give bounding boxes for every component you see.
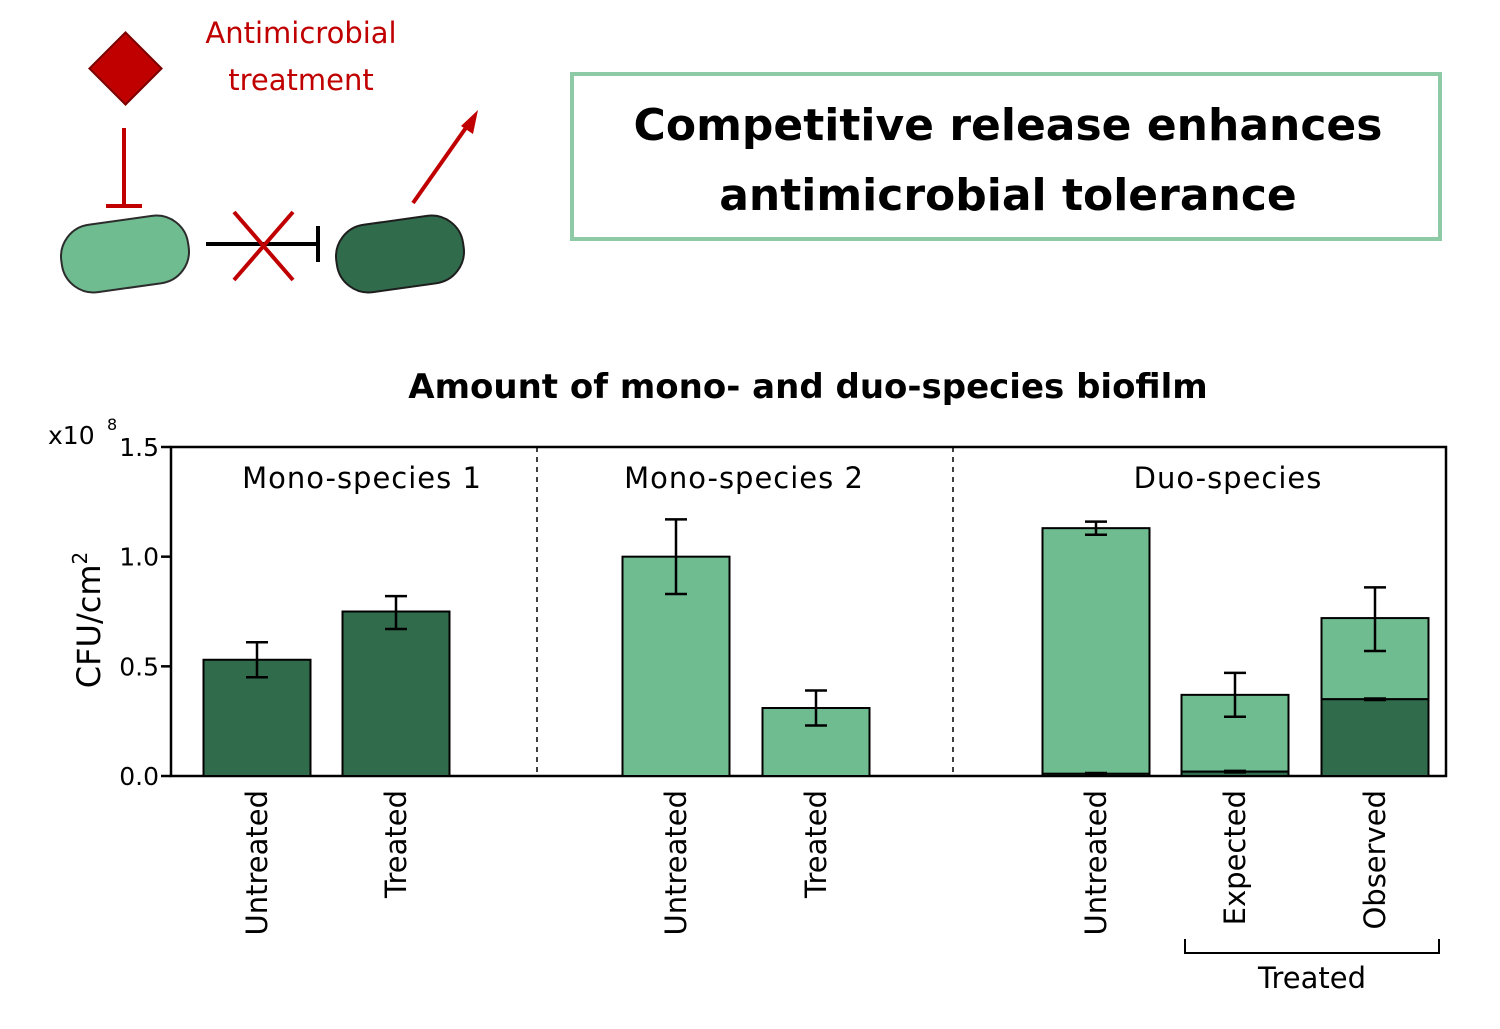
- y-axis-label-superscript: 2: [68, 552, 92, 565]
- y-tick-label: 1.5: [119, 433, 159, 462]
- headline-line1: Competitive release enhances: [634, 100, 1383, 151]
- treated-bracket-label: Treated: [1257, 961, 1366, 995]
- treatment-label-line1: Antimicrobial: [205, 16, 396, 50]
- headline-border: [570, 72, 1442, 241]
- headline-line2: antimicrobial tolerance: [719, 170, 1297, 221]
- x-category-label: Untreated: [240, 790, 274, 936]
- treatment-inhibition-icon: [106, 128, 142, 208]
- treatment-diamond-icon: [88, 31, 163, 106]
- group-label: Mono-species 1: [242, 461, 482, 495]
- bar-segment-species2: [1041, 527, 1151, 775]
- species1-cell-icon: [335, 214, 465, 294]
- chart-title: Amount of mono- and duo-species biofilm: [408, 367, 1207, 407]
- species2-cell-icon: [60, 214, 190, 294]
- treated-bracket: [1184, 939, 1440, 954]
- bar-segment-species1: [1320, 698, 1430, 778]
- y-tick-label: 0.0: [119, 762, 159, 791]
- y-multiplier-exponent: 8: [107, 415, 117, 434]
- group-label: Duo-species: [1134, 461, 1323, 495]
- increase-arrow-icon: [411, 110, 478, 205]
- x-category-label: Observed: [1358, 790, 1392, 930]
- x-category-label: Treated: [379, 790, 413, 899]
- x-category-label: Expected: [1218, 790, 1252, 925]
- y-multiplier: x10 8: [48, 415, 117, 450]
- x-category-label: Untreated: [659, 790, 693, 936]
- y-axis-label-text: CFU/cm: [70, 565, 108, 689]
- plot-area: 0.0 0.5 1.0 1.5 Mono-species 1 Untreated Treat…: [119, 433, 1448, 995]
- y-tick-label: 0.5: [119, 652, 159, 681]
- y-axis-label: CFU/cm2: [68, 552, 108, 688]
- x-category-label: Untreated: [1079, 790, 1113, 936]
- headline-box: Competitive release enhances antimicrobi…: [570, 72, 1442, 241]
- x-category-label: Treated: [799, 790, 833, 899]
- svg-text:CFU/cm2: CFU/cm2: [68, 552, 108, 688]
- y-multiplier-base: x10: [48, 421, 95, 450]
- treatment-label-line2: treatment: [228, 63, 373, 97]
- schematic: Antimicrobial treatment: [60, 16, 478, 294]
- y-tick-label: 1.0: [119, 543, 159, 572]
- group-label: Mono-species 2: [624, 461, 864, 495]
- blocked-inhibition-icon: [206, 210, 320, 282]
- bar-segment-species1: [341, 610, 451, 777]
